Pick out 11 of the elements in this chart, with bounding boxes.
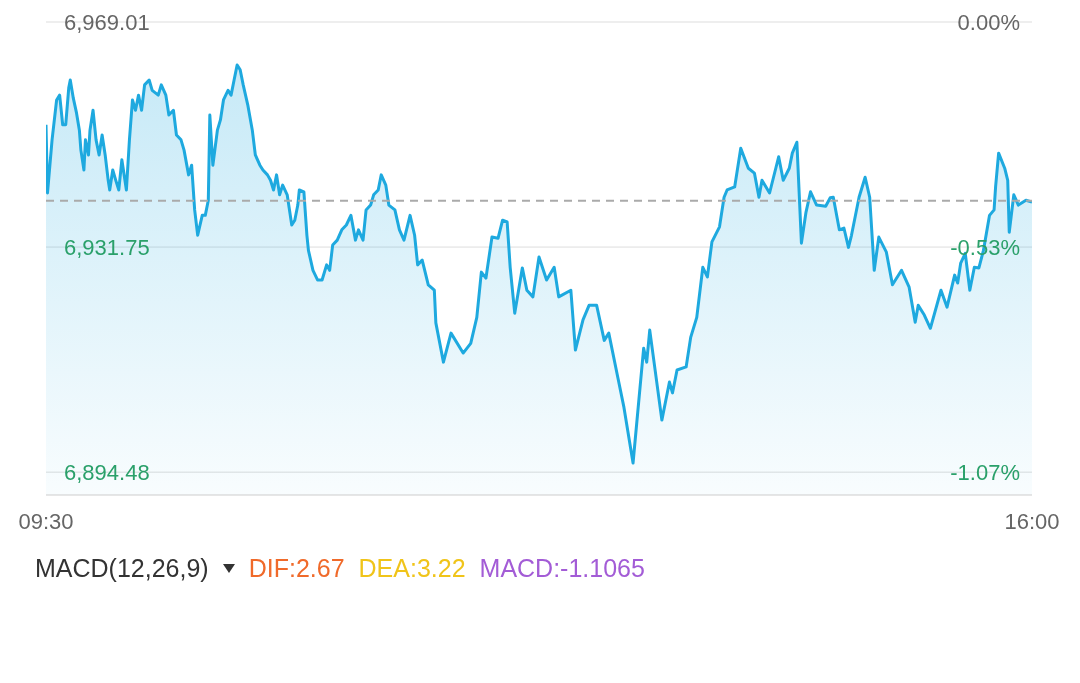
text: DEA:3.22	[358, 554, 466, 583]
y2-tick-label: -1.07%	[950, 459, 1020, 485]
x-tick-label: 09:30	[18, 508, 74, 534]
x-tick-label: 16:00	[1004, 508, 1060, 534]
y-tick-label: 6,931.75	[64, 234, 150, 260]
y2-tick-label: 0.00%	[957, 9, 1020, 35]
text: DIF:2.67	[248, 554, 345, 583]
y-tick-label: 6,969.01	[64, 9, 150, 35]
text: MACD:-1.1065	[479, 554, 645, 583]
y-tick-label: 6,894.48	[64, 459, 150, 485]
text: MACD(12,26,9)	[35, 554, 209, 583]
